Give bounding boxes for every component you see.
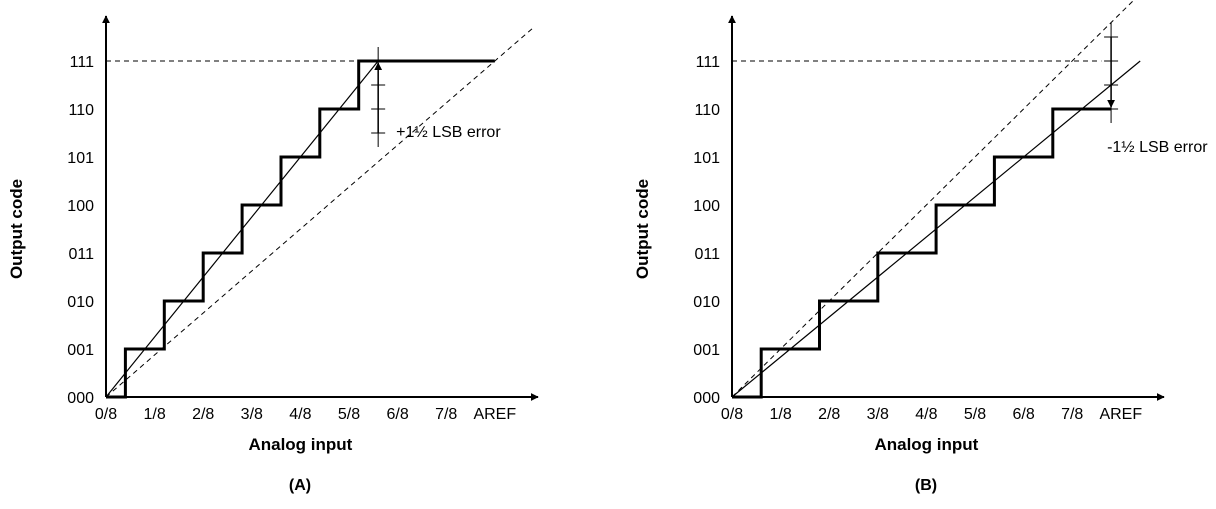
panel-label: (A) bbox=[289, 477, 311, 494]
y-tick-label: 111 bbox=[696, 54, 720, 71]
y-tick-label: 101 bbox=[693, 150, 720, 167]
x-tick-label: 2/8 bbox=[192, 406, 214, 423]
x-tick-label: 3/8 bbox=[241, 406, 263, 423]
y-axis-title: Output code bbox=[633, 179, 652, 279]
y-tick-label: 001 bbox=[693, 342, 720, 359]
x-tick-label: 1/8 bbox=[769, 406, 791, 423]
y-tick-label: 011 bbox=[694, 246, 720, 263]
x-tick-label: 7/8 bbox=[1061, 406, 1083, 423]
y-tick-label: 110 bbox=[68, 102, 94, 119]
x-tick-label: 4/8 bbox=[289, 406, 311, 423]
x-tick-label: 3/8 bbox=[867, 406, 889, 423]
x-tick-label: AREF bbox=[1099, 406, 1142, 423]
x-tick-label: 0/8 bbox=[721, 406, 743, 423]
x-tick-label: 5/8 bbox=[964, 406, 986, 423]
x-tick-label: 2/8 bbox=[818, 406, 840, 423]
chart-panel-a: 0/8 1/8 2/8 3/8 4/8 5/8 6/8 7/8 AREF 000 001 010 011… bbox=[7, 15, 539, 494]
x-tick-label: 4/8 bbox=[915, 406, 937, 423]
actual-transfer-line bbox=[105, 60, 379, 398]
panel-label: (B) bbox=[915, 477, 937, 494]
y-tick-label: 000 bbox=[67, 390, 94, 407]
x-axis-title: Analog input bbox=[874, 435, 978, 454]
x-axis-title: Analog input bbox=[248, 435, 352, 454]
x-tick-label: 6/8 bbox=[386, 406, 408, 423]
y-tick-label: 111 bbox=[70, 54, 94, 71]
y-tick-label: 010 bbox=[67, 294, 94, 311]
error-annotation-label: -1½ LSB error bbox=[1107, 139, 1208, 156]
ideal-dashed-line bbox=[105, 27, 535, 398]
y-tick-label: 110 bbox=[694, 102, 720, 119]
chart-panel-b: 0/8 1/8 2/8 3/8 4/8 5/8 6/8 7/8 AREF 000 001 010 011… bbox=[633, 0, 1208, 494]
y-tick-label: 001 bbox=[67, 342, 94, 359]
y-tick-label: 010 bbox=[693, 294, 720, 311]
ideal-dashed-line bbox=[731, 0, 1135, 398]
y-tick-label: 000 bbox=[693, 390, 720, 407]
staircase-transfer-line bbox=[732, 107, 1112, 399]
x-tick-label: 0/8 bbox=[95, 406, 117, 423]
y-tick-label: 011 bbox=[68, 246, 94, 263]
x-tick-label: 1/8 bbox=[143, 406, 165, 423]
y-tick-label: 101 bbox=[67, 150, 94, 167]
x-tick-label: 5/8 bbox=[338, 406, 360, 423]
x-tick-label: 6/8 bbox=[1012, 406, 1034, 423]
y-tick-label: 100 bbox=[693, 198, 720, 215]
actual-transfer-line bbox=[731, 60, 1141, 398]
y-axis-title: Output code bbox=[7, 179, 26, 279]
x-tick-label: 7/8 bbox=[435, 406, 457, 423]
x-tick-label: AREF bbox=[473, 406, 516, 423]
error-annotation-label: +1½ LSB error bbox=[396, 124, 501, 141]
y-tick-label: 100 bbox=[67, 198, 94, 215]
